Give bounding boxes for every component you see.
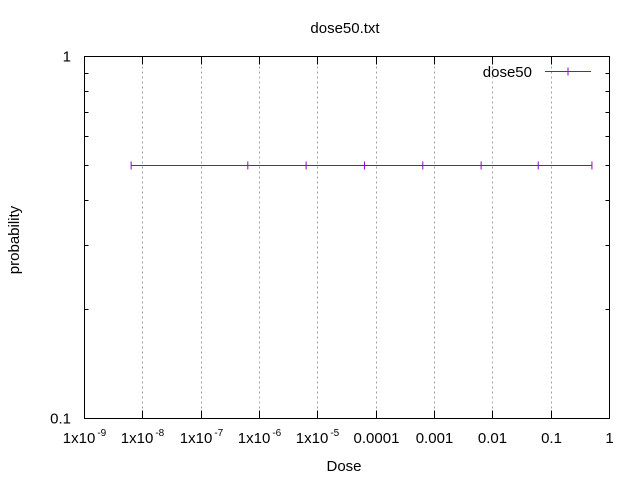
legend: dose50 <box>483 64 591 81</box>
x-tick-label: 1x10 -5 <box>296 428 340 447</box>
x-tick-label: 1x10 -6 <box>238 428 282 447</box>
axis-ticks <box>84 56 610 419</box>
x-tick-label: 0.1 <box>541 430 562 447</box>
x-tick-label-exponent: -8 <box>155 428 164 439</box>
x-tick-label: 1 <box>605 430 613 447</box>
x-tick-label-exponent: -7 <box>214 428 223 439</box>
x-tick-label-exponent: -9 <box>97 428 106 439</box>
x-tick-label: 0.0001 <box>354 430 400 447</box>
x-tick-label-mantissa: 0.01 <box>478 430 507 447</box>
x-tick-label: 1x10 -9 <box>63 428 107 447</box>
x-tick-label-mantissa: 1x10 <box>63 430 96 447</box>
grid-lines <box>142 56 552 419</box>
x-tick-label: 0.01 <box>478 430 507 447</box>
x-tick-label: 0.001 <box>416 430 454 447</box>
y-axis-label: probability <box>6 205 23 274</box>
x-tick-label-mantissa: 0.001 <box>416 430 454 447</box>
x-tick-label-mantissa: 0.0001 <box>354 430 400 447</box>
x-tick-label: 1x10 -8 <box>121 428 165 447</box>
x-tick-label-mantissa: 0.1 <box>541 430 562 447</box>
x-tick-label-mantissa: 1x10 <box>121 430 154 447</box>
chart-title: dose50.txt <box>310 20 380 37</box>
y-tick-label: 1 <box>63 49 71 66</box>
x-tick-label-mantissa: 1 <box>605 430 613 447</box>
plot-area-border <box>84 56 610 419</box>
x-tick-label-exponent: -6 <box>272 428 281 439</box>
y-tick-label: 0.1 <box>50 411 71 428</box>
tick-labels: 1x10 -9 1x10 -8 1x10 -7 1x10 -6 1x10 -5 0.0001 0.00… <box>50 49 614 448</box>
x-axis-label: Dose <box>326 458 361 475</box>
series-layer <box>130 161 593 170</box>
x-tick-label-mantissa: 1x10 <box>296 430 329 447</box>
x-tick-label-exponent: -5 <box>330 428 339 439</box>
x-tick-label-mantissa: 1x10 <box>238 430 271 447</box>
x-tick-label: 1x10 -7 <box>180 428 224 447</box>
x-tick-label-mantissa: 1x10 <box>180 430 213 447</box>
legend-label: dose50 <box>483 64 532 81</box>
